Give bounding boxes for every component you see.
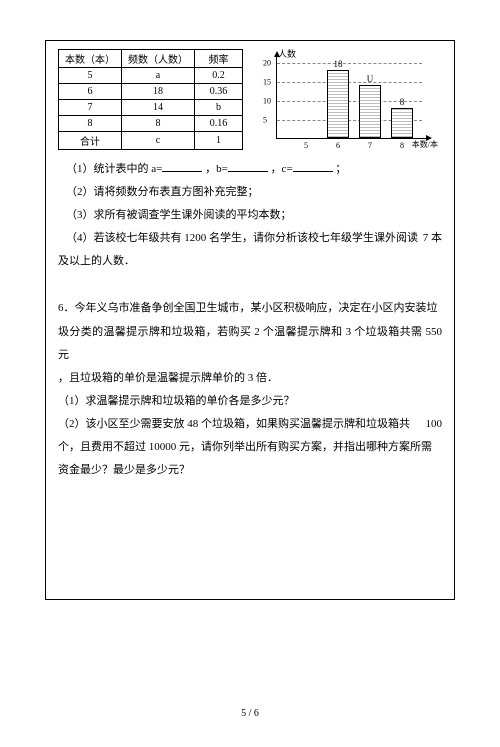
th-1: 频数（人数） bbox=[122, 50, 195, 68]
q6-line3: ，且垃圾箱的单价是温馨提示牌单价的 3 倍． bbox=[58, 367, 442, 390]
chart-bar: U bbox=[359, 85, 381, 138]
chart-bar: 18 bbox=[327, 70, 349, 138]
page-number: 5 / 6 bbox=[0, 708, 500, 719]
table-row: 5a0.2 bbox=[59, 68, 243, 84]
q6-line6: 个，且费用不超过 10000 元，请你列举出所有购买方案，并指出哪种方案所需 bbox=[58, 436, 442, 459]
chart-bar: 8 bbox=[391, 108, 413, 138]
x-tick: 6 bbox=[336, 141, 340, 150]
blank-c bbox=[293, 161, 333, 172]
q6-line7: 资金最少？最少是多少元？ bbox=[58, 459, 442, 482]
bar-label: 8 bbox=[400, 97, 405, 107]
table-header-row: 本数（本） 频数（人数） 频率 bbox=[59, 50, 243, 68]
q1-line4: （4）若该校七年级共有 1200 名学生，请你分析该校七年级学生课外阅读 7 本 bbox=[58, 227, 442, 250]
y-tick: 10 bbox=[263, 97, 271, 106]
table-row: 6180.36 bbox=[59, 84, 243, 100]
arrow-up-icon bbox=[274, 51, 280, 57]
bar-chart: 人数 51015205186U788 本数/本 bbox=[258, 49, 433, 149]
q6-line5: （2）该小区至少需要安放 48 个垃圾箱，如果购买温馨提示牌和垃圾箱共 100 bbox=[58, 413, 442, 436]
q6-line1: 6．今年义乌市准备争创全国卫生城市，某小区积极响应，决定在小区内安装垃 bbox=[58, 297, 442, 320]
table-row: 714b bbox=[59, 100, 243, 116]
x-tick: 7 bbox=[368, 141, 372, 150]
q1-line1: （1）统计表中的 a= ，b= ，c= ； bbox=[58, 158, 442, 181]
y-tick: 15 bbox=[263, 78, 271, 87]
q6-line4: （1）求温馨提示牌和垃圾箱的单价各是多少元？ bbox=[58, 390, 442, 413]
blank-a bbox=[162, 161, 202, 172]
spacer bbox=[58, 273, 442, 297]
table-row: 880.16 bbox=[59, 116, 243, 132]
q1-line3: （3）求所有被调查学生课外阅读的平均本数； bbox=[58, 204, 442, 227]
q1-line5: 及以上的人数． bbox=[58, 250, 442, 273]
y-tick: 20 bbox=[263, 59, 271, 68]
q1-line2: （2）请将频数分布表直方图补充完整； bbox=[58, 181, 442, 204]
y-tick: 5 bbox=[263, 116, 267, 125]
top-row: 本数（本） 频数（人数） 频率 5a0.2 6180.36 714b 880.1… bbox=[58, 49, 442, 150]
frequency-table: 本数（本） 频数（人数） 频率 5a0.2 6180.36 714b 880.1… bbox=[58, 49, 243, 150]
x-tick: 5 bbox=[304, 141, 308, 150]
grid-line bbox=[277, 63, 422, 64]
bar-label: 18 bbox=[334, 59, 343, 69]
grid-line bbox=[277, 82, 422, 83]
x-tick: 8 bbox=[400, 141, 404, 150]
page-border: 本数（本） 频数（人数） 频率 5a0.2 6180.36 714b 880.1… bbox=[45, 40, 455, 600]
q6-line2: 圾分类的温馨提示牌和垃圾箱，若购买 2 个温馨提示牌和 3 个垃圾箱共需 550… bbox=[58, 321, 442, 367]
bar-label: U bbox=[367, 74, 374, 84]
blank-b bbox=[228, 161, 268, 172]
x-axis-label: 本数/本 bbox=[412, 139, 438, 150]
th-0: 本数（本） bbox=[59, 50, 122, 68]
table-row: 合计c1 bbox=[59, 132, 243, 150]
th-2: 频率 bbox=[195, 50, 243, 68]
chart-axes: 51015205186U788 本数/本 bbox=[276, 57, 426, 139]
